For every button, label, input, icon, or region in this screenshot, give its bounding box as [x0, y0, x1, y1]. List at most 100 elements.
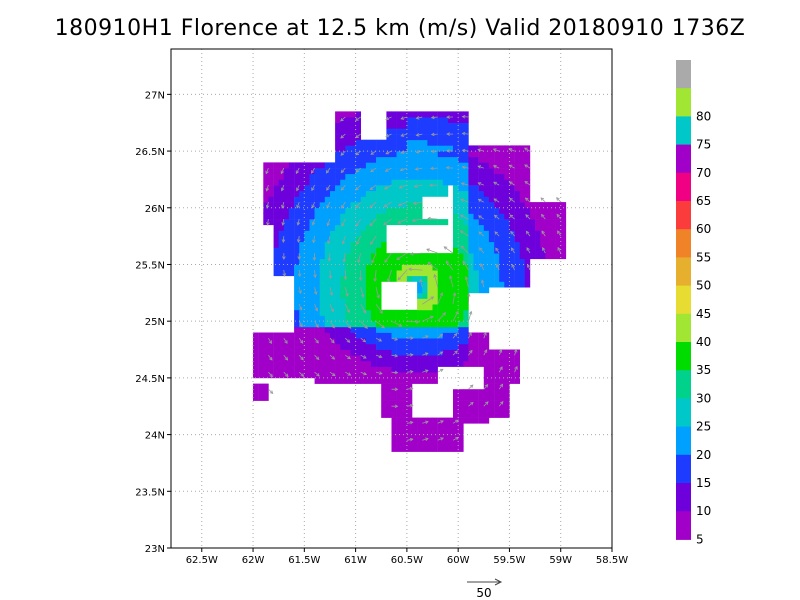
wind-vector-head	[413, 184, 418, 188]
wind-cell	[478, 179, 485, 186]
wind-cell	[447, 156, 454, 163]
wind-cell	[324, 224, 331, 231]
wind-cell	[504, 406, 510, 413]
wind-cell	[499, 219, 505, 226]
wind-cell	[314, 360, 320, 367]
wind-cell	[314, 349, 320, 356]
wind-cell	[335, 128, 341, 135]
wind-vector	[344, 287, 348, 297]
wind-cell	[427, 173, 433, 180]
wind-cell	[345, 173, 351, 180]
wind-cell	[427, 377, 433, 384]
wind-cell	[499, 258, 505, 265]
wind-vector-head	[325, 169, 330, 174]
wind-cell	[463, 179, 469, 186]
wind-vector	[283, 354, 288, 361]
wind-cell	[483, 372, 490, 379]
wind-cell	[401, 219, 408, 226]
wind-cell	[530, 253, 536, 260]
wind-cell	[376, 185, 382, 192]
wind-cell	[483, 355, 490, 362]
wind-cell	[509, 270, 515, 277]
wind-cell	[524, 156, 531, 163]
wind-cell	[524, 275, 531, 282]
wind-cell	[278, 264, 285, 271]
wind-cell	[422, 168, 428, 175]
wind-cell	[514, 145, 520, 152]
wind-cell	[499, 270, 505, 277]
wind-cell	[335, 372, 341, 379]
wind-cell	[309, 315, 315, 322]
colorbar-label: 10	[696, 504, 711, 518]
wind-cell	[273, 343, 279, 350]
wind-cell	[319, 343, 326, 350]
wind-cell	[432, 304, 438, 311]
wind-cell	[432, 326, 438, 333]
wind-cell	[483, 253, 490, 260]
wind-vector	[483, 349, 488, 356]
wind-vector-head	[424, 352, 429, 356]
wind-cell	[422, 417, 428, 424]
wind-cell	[560, 207, 567, 214]
wind-cell	[324, 338, 331, 345]
wind-cell	[345, 264, 351, 271]
wind-cell	[417, 417, 423, 424]
wind-cell	[417, 326, 423, 333]
wind-cell	[504, 213, 510, 220]
wind-cell	[473, 162, 479, 169]
wind-cell	[473, 247, 479, 254]
wind-cell	[463, 270, 469, 277]
wind-vector-head	[394, 387, 399, 392]
wind-vector	[360, 304, 367, 314]
wind-cell	[299, 270, 305, 277]
wind-cell	[355, 372, 361, 379]
wind-cell	[417, 292, 423, 299]
wind-cell	[381, 394, 387, 401]
wind-cell	[345, 207, 351, 214]
wind-cell	[350, 202, 356, 209]
wind-cell	[371, 230, 377, 237]
wind-vector	[314, 354, 320, 360]
wind-cell	[376, 349, 382, 356]
wind-cell	[340, 377, 346, 384]
wind-cell	[365, 230, 372, 237]
wind-cell	[432, 377, 438, 384]
wind-vector-head	[376, 294, 380, 299]
wind-cell	[447, 298, 454, 305]
wind-cell	[278, 241, 285, 248]
wind-cell	[345, 332, 351, 339]
wind-cell	[376, 253, 382, 260]
wind-cell	[304, 185, 310, 192]
wind-cell	[488, 196, 495, 203]
wind-vector	[406, 320, 419, 323]
wind-vector-head	[297, 256, 301, 260]
wind-vector-head	[493, 214, 498, 219]
wind-cell	[391, 389, 397, 396]
wind-cell	[345, 179, 351, 186]
wind-cell	[555, 202, 561, 209]
wind-cell	[412, 173, 418, 180]
wind-vector	[422, 316, 434, 322]
wind-vector-head	[415, 149, 420, 154]
colorbar-swatch	[676, 144, 691, 174]
wind-cell	[473, 190, 479, 197]
wind-cell	[299, 190, 305, 197]
wind-cell	[412, 145, 418, 152]
wind-cell	[519, 264, 526, 271]
wind-cell	[458, 145, 464, 152]
wind-cell	[345, 156, 351, 163]
wind-cell	[453, 224, 459, 231]
wind-cell	[340, 349, 346, 356]
wind-cell	[371, 196, 377, 203]
wind-cell	[514, 151, 520, 158]
wind-cell	[340, 207, 346, 214]
wind-cell	[514, 270, 520, 277]
wind-cell	[483, 332, 490, 339]
wind-cell	[437, 275, 444, 282]
wind-cell	[381, 224, 387, 231]
wind-cell	[463, 185, 469, 192]
wind-vector-head	[300, 373, 305, 377]
wind-cell	[473, 389, 479, 396]
wind-cell	[535, 230, 541, 237]
wind-cell	[514, 156, 520, 163]
